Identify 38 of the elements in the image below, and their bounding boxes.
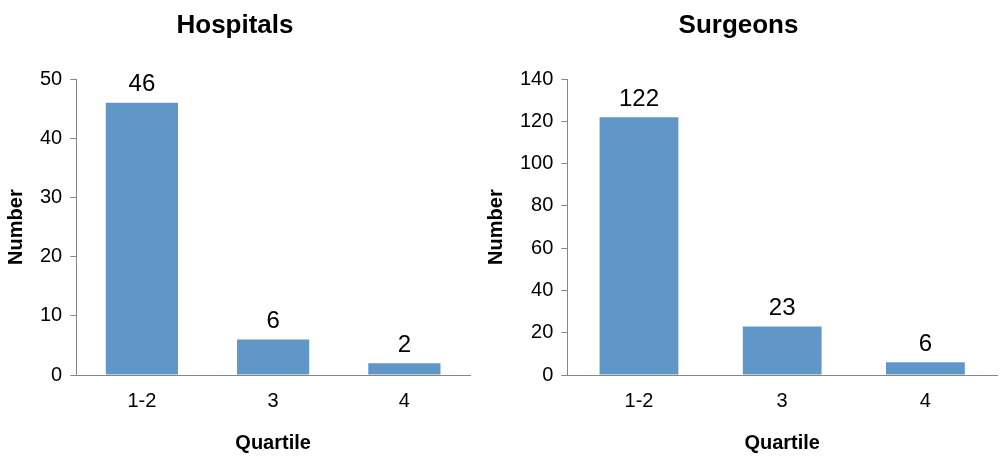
bar	[105, 102, 178, 375]
x-tick-label: 1-2	[624, 388, 654, 411]
bar	[742, 326, 822, 375]
y-tick-label: 20	[40, 244, 63, 267]
x-tick-label: 4	[398, 388, 410, 411]
chart-title: Surgeons	[678, 8, 799, 39]
x-axis-title: Quartile	[235, 430, 311, 453]
y-tick-label: 120	[519, 108, 554, 131]
x-axis-title: Quartile	[744, 430, 820, 453]
y-axis-title: Number	[483, 189, 506, 265]
chart-title: Hospitals	[176, 8, 294, 39]
data-label: 2	[397, 329, 412, 357]
y-tick-label: 30	[40, 185, 63, 208]
y-tick-label: 40	[531, 278, 554, 300]
data-label: 6	[266, 306, 280, 334]
data-label: 6	[918, 328, 933, 356]
y-tick-label: 100	[519, 151, 554, 174]
x-tick-label: 3	[267, 388, 279, 411]
bar	[368, 363, 441, 375]
x-tick-label: 4	[919, 388, 931, 411]
y-tick-label: 50	[40, 66, 63, 89]
y-tick-label: 40	[40, 125, 63, 148]
y-tick-label: 0	[51, 362, 63, 385]
x-tick-label: 3	[776, 388, 788, 411]
y-tick-label: 140	[519, 66, 554, 89]
bar	[886, 362, 965, 375]
bar	[599, 117, 679, 375]
y-tick-label: 0	[542, 362, 554, 385]
y-tick-label: 60	[531, 235, 554, 258]
data-label: 46	[128, 69, 156, 97]
y-tick-label: 10	[40, 303, 63, 326]
y-axis-title: Number	[3, 189, 26, 265]
x-tick-label: 1-2	[127, 388, 157, 411]
y-tick-label: 80	[531, 193, 554, 216]
data-label: 23	[768, 293, 796, 321]
bar	[237, 339, 310, 375]
data-label: 122	[618, 83, 659, 111]
y-tick-label: 20	[531, 320, 554, 343]
